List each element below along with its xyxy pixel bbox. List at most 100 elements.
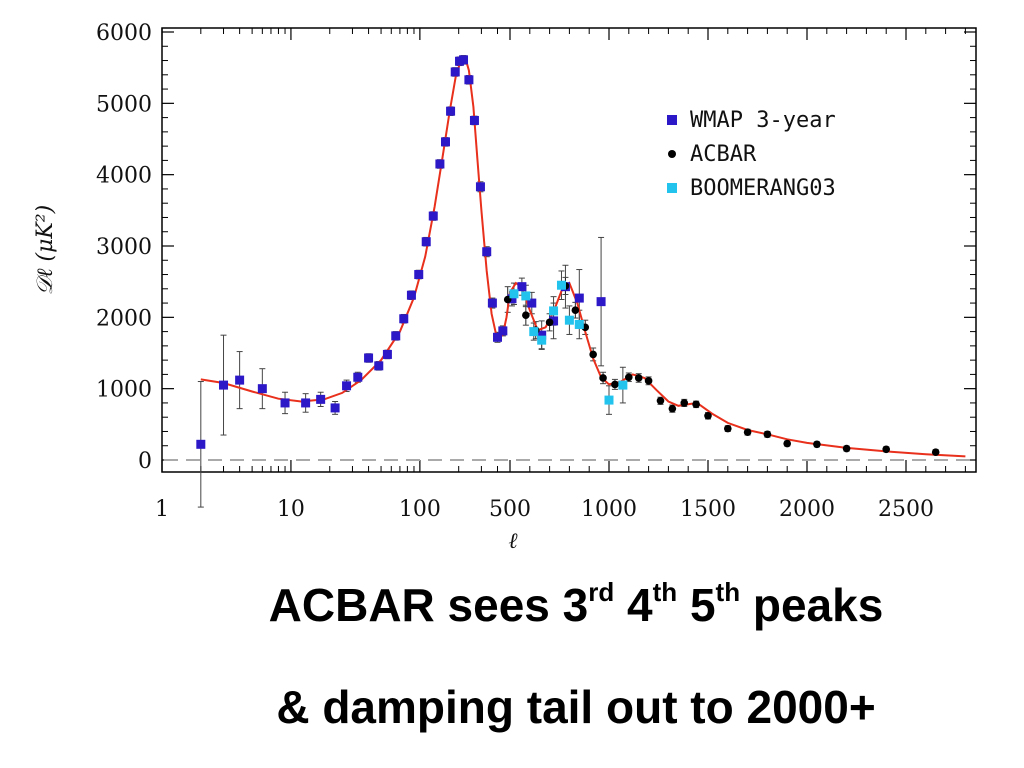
wmap-point [574, 293, 584, 303]
acbar-point [692, 400, 700, 409]
wmap-point [364, 353, 374, 363]
acbar-point [625, 373, 633, 382]
y-tick-label: 2000 [96, 306, 152, 331]
caption-sup-th-2: th [715, 577, 741, 607]
legend-label: WMAP 3-year [690, 108, 836, 133]
wmap-point [487, 298, 497, 308]
boomerang-point [604, 395, 614, 405]
y-tick-label: 5000 [96, 92, 152, 117]
wmap-point [435, 159, 445, 169]
wmap-point [235, 375, 245, 385]
acbar-point [634, 374, 643, 382]
caption-sup-th-1: th [652, 577, 678, 607]
acbar-point [656, 396, 665, 405]
wmap-point [475, 182, 485, 192]
wmap-point [414, 270, 424, 280]
x-tick-label: 500 [489, 497, 531, 522]
wmap-point [464, 75, 474, 85]
boomerang-point [549, 306, 559, 316]
x-tick-label: 1 [155, 497, 169, 522]
acbar-point [644, 377, 653, 385]
caption-text-c: 5 [677, 579, 716, 631]
boomerang-point [537, 335, 547, 345]
caption-text-d: peaks [740, 579, 884, 631]
wmap-point [257, 384, 267, 394]
x-axis-label: ℓ [508, 529, 518, 554]
acbar-point [743, 428, 752, 436]
y-tick-label: 4000 [96, 164, 152, 189]
legend-marker [667, 183, 677, 193]
acbar-point [611, 380, 619, 389]
x-tick-label: 2500 [878, 497, 934, 522]
wmap-point [382, 349, 392, 359]
wmap-point [517, 282, 527, 292]
wmap-point [469, 115, 479, 125]
data-markers [196, 55, 940, 456]
x-tick-label: 100 [399, 497, 441, 522]
acbar-point [599, 374, 607, 382]
x-tick-label: 1000 [581, 497, 637, 522]
wmap-point [450, 67, 460, 77]
wmap-point [421, 237, 431, 247]
wmap-point [446, 106, 456, 116]
acbar-point [668, 404, 677, 413]
acbar-point [522, 311, 530, 319]
y-tick-label: 6000 [96, 21, 152, 46]
caption-text-b: 4 [614, 579, 653, 631]
acbar-point [680, 399, 689, 407]
acbar-point [931, 448, 940, 456]
x-tick-label: 1500 [680, 497, 736, 522]
legend-label: BOOMERANG03 [690, 176, 836, 201]
wmap-point [527, 298, 537, 308]
wmap-point [440, 137, 450, 147]
boomerang-point [529, 327, 539, 337]
acbar-point [763, 430, 772, 439]
wmap-point [428, 211, 438, 221]
boomerang-point [574, 319, 584, 329]
acbar-point [842, 444, 851, 453]
y-tick-label: 3000 [96, 235, 152, 260]
wmap-point [374, 361, 384, 371]
boomerang-point [521, 291, 531, 301]
legend-label: ACBAR [690, 142, 757, 167]
wmap-point [507, 294, 517, 304]
axis-ticks [161, 28, 976, 472]
wmap-point [537, 330, 547, 340]
wmap-point [301, 398, 311, 408]
power-spectrum-chart: 0 1000 2000 3000 4000 5000 6000 1 10 100 500 1000 1… [33, 21, 977, 554]
y-tick-label: 0 [138, 449, 152, 474]
acbar-point [571, 306, 580, 315]
caption-sup-rd: rd [588, 577, 615, 607]
acbar-point [704, 411, 712, 420]
acbar-point [813, 440, 821, 449]
wmap-point [399, 314, 409, 324]
wmap-point [482, 247, 492, 257]
caption-text-a: ACBAR sees 3 [268, 579, 589, 631]
x-tick-label: 10 [277, 497, 305, 522]
wmap-point [391, 331, 401, 341]
wmap-point [459, 55, 469, 65]
wmap-point [549, 316, 559, 326]
wmap-point [498, 326, 508, 336]
legend: WMAP 3-year ACBAR BOOMERANG03 [667, 108, 836, 201]
legend-marker [667, 115, 677, 125]
boomerang-point [564, 315, 574, 325]
boomerang-point [618, 380, 628, 390]
acbar-point [545, 318, 554, 327]
y-axis-label: 𝒟ℓ (μK²) [33, 205, 58, 295]
y-tick-labels: 0 1000 2000 3000 4000 5000 6000 [96, 21, 152, 474]
x-tick-labels: 1 10 100 500 1000 1500 2000 2500 [155, 497, 934, 522]
acbar-point [724, 424, 732, 433]
acbar-point [882, 445, 890, 454]
caption-line-1: ACBAR sees 3rd 4th 5th peaks [0, 577, 1024, 632]
y-tick-label: 1000 [96, 378, 152, 403]
wmap-point [596, 297, 606, 307]
boomerang-point [509, 289, 519, 299]
legend-marker [668, 150, 676, 158]
wmap-point [316, 394, 326, 404]
model-curve [200, 56, 966, 458]
wmap-point [493, 332, 503, 342]
caption-line-2: & damping tail out to 2000+ [276, 681, 876, 733]
acbar-point [783, 439, 791, 448]
wmap-point [196, 439, 206, 449]
